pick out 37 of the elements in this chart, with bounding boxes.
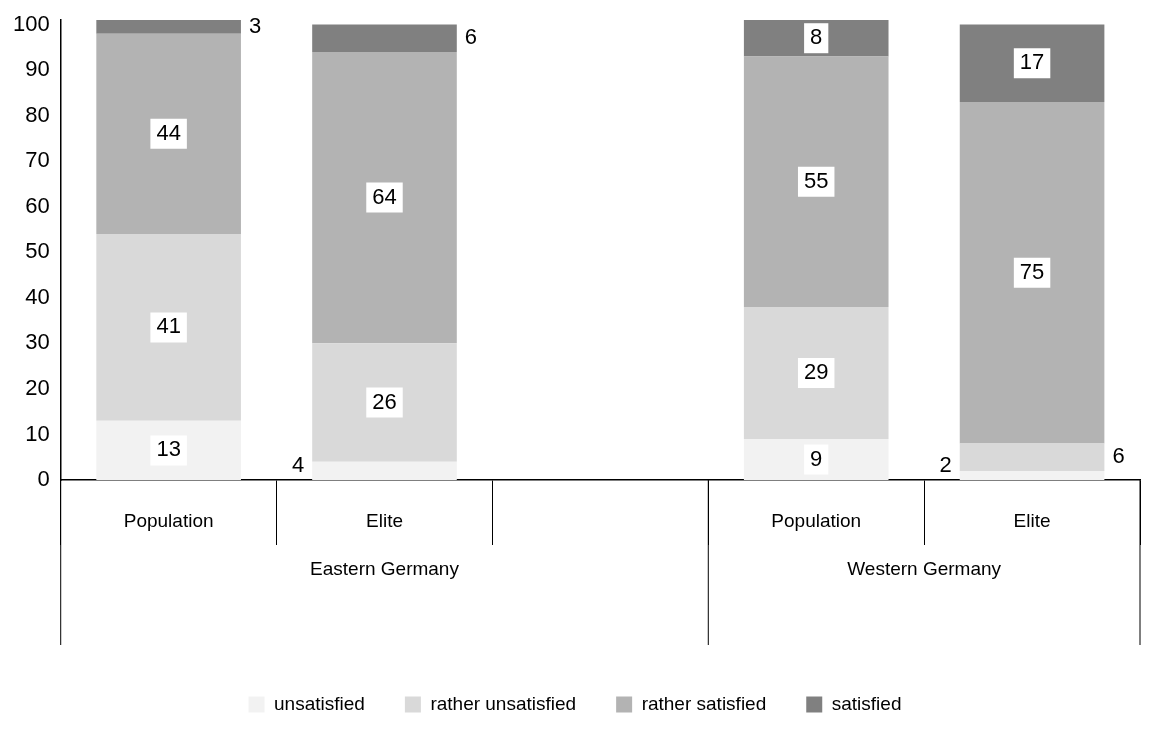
y-tick-label: 20: [25, 374, 50, 400]
data-label: 26: [372, 388, 397, 414]
legend-label: satisfied: [831, 692, 902, 714]
y-tick-label: 60: [25, 192, 50, 218]
y-tick-label: 100: [12, 10, 50, 36]
x-tick-label: Population: [123, 509, 214, 531]
data-label: 75: [1019, 258, 1045, 284]
text: Western Germany: [847, 558, 1002, 580]
legend-label: rather satisfied: [641, 692, 767, 714]
y-tick-label: 10: [25, 420, 50, 446]
data-label: 3: [248, 12, 262, 38]
y-tick-label: 30: [25, 329, 50, 355]
data-label: 44: [156, 119, 181, 145]
legend-label: unsatisfied: [274, 692, 365, 714]
legend-label: rather unsatisfied: [430, 692, 577, 714]
data-label: 2: [939, 452, 952, 478]
y-tick-label: 0: [37, 466, 50, 492]
y-tick-label: 80: [25, 101, 50, 127]
data-label: 64: [372, 183, 397, 209]
y-tick-label: 70: [25, 147, 50, 173]
x-tick-label: Population: [771, 509, 862, 531]
data-label: 29: [803, 359, 829, 385]
data-label: 6: [464, 24, 478, 50]
y-tick-label: 40: [25, 283, 50, 309]
data-label: 17: [1019, 49, 1045, 75]
x-tick-label: Elite: [366, 509, 403, 531]
y-tick-label: 50: [25, 238, 50, 264]
data-label: 6: [1112, 443, 1125, 469]
data-label: 13: [156, 436, 181, 462]
text: Eastern Germany: [310, 558, 460, 580]
x-tick-label: Elite: [1013, 509, 1051, 531]
data-label: 9: [810, 445, 823, 471]
data-label: 4: [291, 452, 305, 478]
data-label: 41: [156, 313, 181, 339]
data-label: 8: [810, 24, 823, 50]
y-tick-label: 90: [25, 56, 50, 82]
data-label: 55: [803, 167, 829, 193]
